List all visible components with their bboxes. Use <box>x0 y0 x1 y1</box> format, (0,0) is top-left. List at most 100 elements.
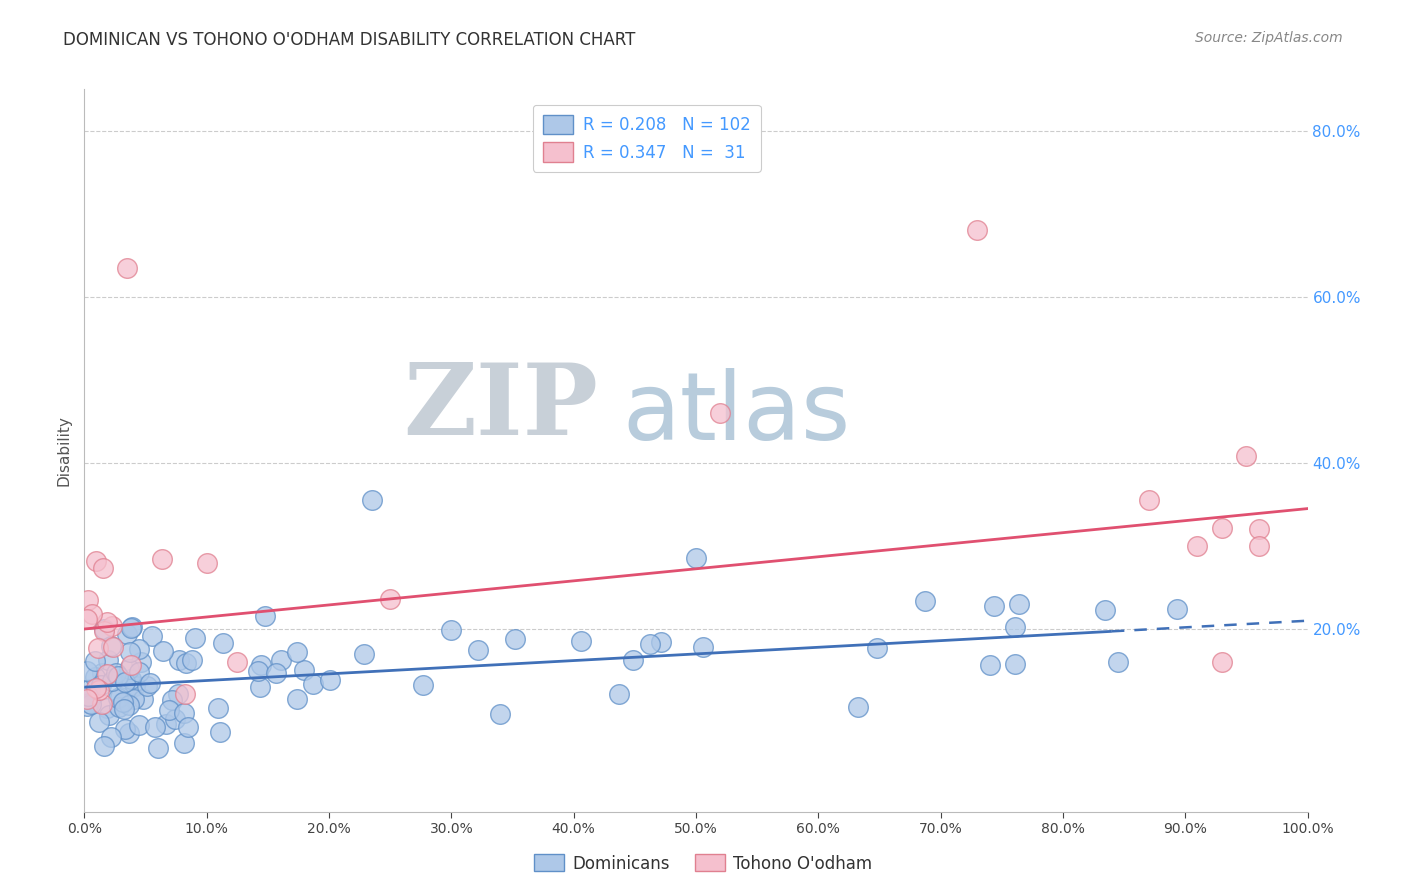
Point <box>184 631 207 645</box>
Point <box>80 698 103 712</box>
Point <box>93 624 115 638</box>
Point <box>128 665 150 679</box>
Point <box>76 692 98 706</box>
Point <box>107 691 129 706</box>
Point <box>90 678 112 692</box>
Point <box>165 713 187 727</box>
Point <box>141 629 163 643</box>
Point <box>115 260 138 275</box>
Point <box>87 715 110 730</box>
Point <box>1004 619 1026 633</box>
Point <box>76 664 98 678</box>
Point <box>83 670 105 684</box>
Point <box>157 703 180 717</box>
Point <box>91 698 114 712</box>
Point <box>1004 657 1026 671</box>
Point <box>120 621 142 635</box>
Point <box>101 618 124 632</box>
Point <box>1211 655 1233 669</box>
Point <box>249 680 271 694</box>
Point <box>638 637 661 651</box>
Point <box>650 635 672 649</box>
Point <box>96 701 118 715</box>
Point <box>121 619 143 633</box>
Point <box>86 554 108 568</box>
Point <box>569 633 592 648</box>
Point <box>249 658 271 673</box>
Point <box>155 716 177 731</box>
Text: atlas: atlas <box>623 368 851 460</box>
Point <box>979 657 1001 672</box>
Point <box>301 677 323 691</box>
Point <box>167 653 190 667</box>
Legend: R = 0.208   N = 102, R = 0.347   N =  31: R = 0.208 N = 102, R = 0.347 N = 31 <box>533 104 761 171</box>
Point <box>128 642 150 657</box>
Text: DOMINICAN VS TOHONO O'ODHAM DISABILITY CORRELATION CHART: DOMINICAN VS TOHONO O'ODHAM DISABILITY C… <box>63 31 636 49</box>
Point <box>87 682 110 697</box>
Point <box>120 672 142 686</box>
Point <box>195 557 218 571</box>
Point <box>173 706 195 720</box>
Point <box>98 707 121 722</box>
Point <box>91 561 114 575</box>
Point <box>176 720 198 734</box>
Point <box>846 699 869 714</box>
Point <box>173 736 195 750</box>
Point <box>148 741 170 756</box>
Point <box>112 701 135 715</box>
Point <box>80 607 103 621</box>
Point <box>96 615 118 629</box>
Point <box>114 723 136 737</box>
Point <box>152 644 174 658</box>
Point <box>93 739 115 753</box>
Point <box>412 678 434 692</box>
Point <box>264 665 287 680</box>
Point <box>983 599 1005 613</box>
Text: ZIP: ZIP <box>404 359 598 456</box>
Point <box>117 661 139 675</box>
Point <box>84 681 107 695</box>
Point <box>685 551 707 566</box>
Point <box>1236 449 1258 463</box>
Point <box>122 691 145 706</box>
Point <box>128 718 150 732</box>
Point <box>108 690 131 704</box>
Point <box>115 627 138 641</box>
Point <box>607 687 630 701</box>
Point <box>124 678 146 692</box>
Point <box>97 653 120 667</box>
Point <box>270 653 292 667</box>
Point <box>247 664 270 678</box>
Point <box>1094 602 1116 616</box>
Point <box>253 608 276 623</box>
Point <box>105 666 128 681</box>
Point <box>77 690 100 704</box>
Point <box>294 663 316 677</box>
Point <box>79 682 101 697</box>
Point <box>1166 602 1188 616</box>
Point <box>91 666 114 681</box>
Point <box>107 699 129 714</box>
Point <box>96 667 118 681</box>
Point <box>120 658 142 673</box>
Point <box>1211 521 1233 535</box>
Point <box>117 725 139 739</box>
Point <box>914 594 936 608</box>
Point <box>503 632 526 647</box>
Point <box>360 493 382 508</box>
Point <box>150 552 173 566</box>
Point <box>208 724 231 739</box>
Point <box>174 656 197 670</box>
Point <box>87 640 110 655</box>
Point <box>353 647 375 661</box>
Point <box>76 612 98 626</box>
Point <box>966 223 988 237</box>
Point <box>1247 539 1270 553</box>
Point <box>139 676 162 690</box>
Point <box>93 622 115 636</box>
Point <box>709 406 731 420</box>
Point <box>76 593 98 607</box>
Point <box>166 687 188 701</box>
Point <box>211 636 233 650</box>
Point <box>174 687 197 701</box>
